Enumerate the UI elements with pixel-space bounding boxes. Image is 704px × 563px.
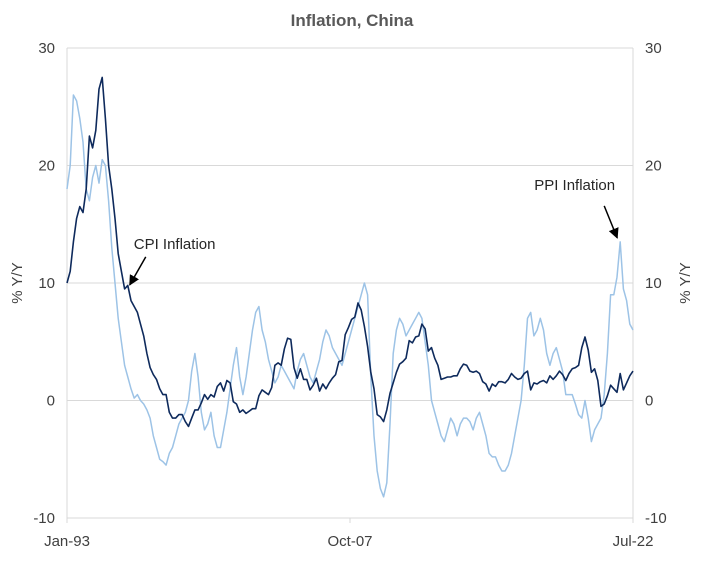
y-tick-label-right: -10 <box>645 510 667 527</box>
chart-title: Inflation, China <box>291 11 414 30</box>
ppi-annotation-label: PPI Inflation <box>534 177 615 194</box>
series-lines <box>66 76 634 498</box>
cpi-annotation-label: CPI Inflation <box>134 236 216 253</box>
y-tick-label-right: 20 <box>645 158 662 175</box>
x-tick-label: Jan-93 <box>44 533 90 550</box>
axes: -10 -10 0 0 10 10 20 20 30 30 Jan-93 Oct-07 Jul-22 <box>33 40 666 550</box>
ppi-annotation-arrow <box>603 205 619 239</box>
cpi-inflation-line <box>66 76 634 428</box>
y-tick-label-right: 10 <box>645 275 662 292</box>
y-tick-label-left: 30 <box>38 40 55 57</box>
x-tick-label: Oct-07 <box>327 533 372 550</box>
y-axis-label-left: % Y/Y <box>9 262 26 303</box>
cpi-annotation-arrow <box>129 256 147 286</box>
annotations: CPI Inflation PPI Inflation <box>129 177 619 286</box>
y-tick-label-left: 0 <box>47 393 55 410</box>
y-tick-label-right: 30 <box>645 40 662 57</box>
gridlines <box>67 47 633 401</box>
y-tick-label-left: 20 <box>38 158 55 175</box>
y-tick-label-left: 10 <box>38 275 55 292</box>
y-tick-label-left: -10 <box>33 510 55 527</box>
y-tick-label-right: 0 <box>645 393 653 410</box>
x-tick-label: Jul-22 <box>613 533 654 550</box>
y-axis-label-right: % Y/Y <box>677 262 694 303</box>
ppi-inflation-line <box>66 94 634 498</box>
